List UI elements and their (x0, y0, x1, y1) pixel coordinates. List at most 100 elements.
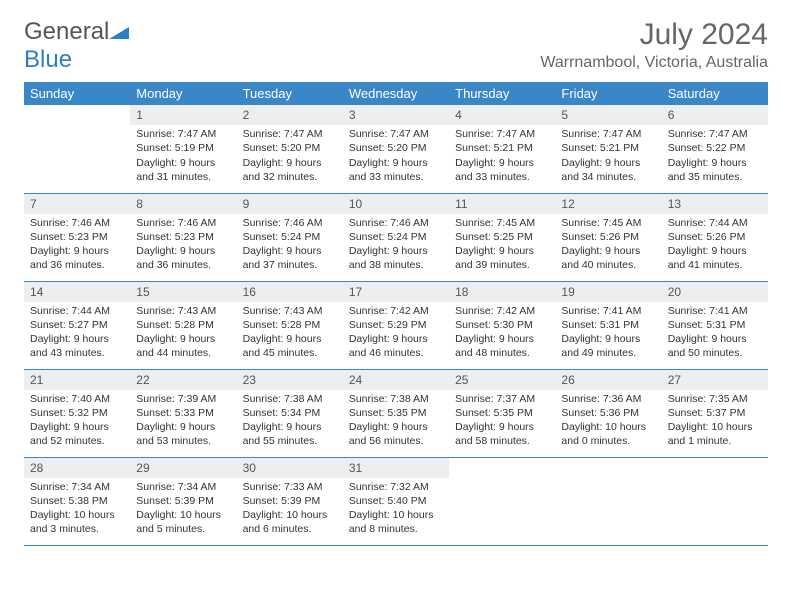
day-number: 10 (343, 194, 449, 214)
calendar-cell (449, 457, 555, 545)
day-detail-line: Sunrise: 7:34 AM (30, 480, 124, 494)
day-detail-line: Sunset: 5:39 PM (136, 494, 230, 508)
calendar-cell: 26Sunrise: 7:36 AMSunset: 5:36 PMDayligh… (555, 369, 661, 457)
day-detail-line: Sunset: 5:23 PM (136, 230, 230, 244)
day-details: Sunrise: 7:42 AMSunset: 5:30 PMDaylight:… (449, 302, 555, 365)
day-details: Sunrise: 7:47 AMSunset: 5:20 PMDaylight:… (343, 125, 449, 188)
day-detail-line: Sunset: 5:31 PM (561, 318, 655, 332)
day-detail-line: Sunrise: 7:47 AM (349, 127, 443, 141)
day-detail-line: Sunrise: 7:42 AM (455, 304, 549, 318)
day-number: 2 (237, 105, 343, 125)
calendar-head: SundayMondayTuesdayWednesdayThursdayFrid… (24, 82, 768, 105)
day-detail-line: Daylight: 9 hours and 38 minutes. (349, 244, 443, 272)
calendar-cell: 5Sunrise: 7:47 AMSunset: 5:21 PMDaylight… (555, 105, 661, 193)
day-detail-line: Daylight: 9 hours and 58 minutes. (455, 420, 549, 448)
logo-word-1: General (24, 18, 109, 45)
calendar-cell: 17Sunrise: 7:42 AMSunset: 5:29 PMDayligh… (343, 281, 449, 369)
calendar-cell: 28Sunrise: 7:34 AMSunset: 5:38 PMDayligh… (24, 457, 130, 545)
day-details (449, 478, 555, 484)
day-number: 17 (343, 282, 449, 302)
day-detail-line: Sunrise: 7:47 AM (668, 127, 762, 141)
day-detail-line: Sunset: 5:24 PM (243, 230, 337, 244)
calendar-cell: 24Sunrise: 7:38 AMSunset: 5:35 PMDayligh… (343, 369, 449, 457)
day-details: Sunrise: 7:44 AMSunset: 5:27 PMDaylight:… (24, 302, 130, 365)
day-detail-line: Sunrise: 7:44 AM (30, 304, 124, 318)
day-detail-line: Daylight: 9 hours and 33 minutes. (455, 156, 549, 184)
day-details: Sunrise: 7:45 AMSunset: 5:25 PMDaylight:… (449, 214, 555, 277)
day-detail-line: Daylight: 10 hours and 5 minutes. (136, 508, 230, 536)
day-number: 22 (130, 370, 236, 390)
calendar-cell: 4Sunrise: 7:47 AMSunset: 5:21 PMDaylight… (449, 105, 555, 193)
day-detail-line: Daylight: 9 hours and 40 minutes. (561, 244, 655, 272)
day-detail-line: Sunrise: 7:42 AM (349, 304, 443, 318)
day-detail-line: Sunset: 5:36 PM (561, 406, 655, 420)
day-detail-line: Daylight: 9 hours and 41 minutes. (668, 244, 762, 272)
calendar-cell: 21Sunrise: 7:40 AMSunset: 5:32 PMDayligh… (24, 369, 130, 457)
day-number (24, 105, 130, 125)
day-details: Sunrise: 7:46 AMSunset: 5:23 PMDaylight:… (24, 214, 130, 277)
day-number: 18 (449, 282, 555, 302)
day-number: 4 (449, 105, 555, 125)
calendar-week-row: 7Sunrise: 7:46 AMSunset: 5:23 PMDaylight… (24, 193, 768, 281)
day-detail-line: Sunrise: 7:33 AM (243, 480, 337, 494)
day-details (662, 478, 768, 484)
day-header: Sunday (24, 82, 130, 105)
day-detail-line: Sunrise: 7:41 AM (561, 304, 655, 318)
day-detail-line: Sunrise: 7:44 AM (668, 216, 762, 230)
day-detail-line: Daylight: 9 hours and 36 minutes. (136, 244, 230, 272)
day-detail-line: Daylight: 10 hours and 0 minutes. (561, 420, 655, 448)
day-number: 13 (662, 194, 768, 214)
calendar-cell: 9Sunrise: 7:46 AMSunset: 5:24 PMDaylight… (237, 193, 343, 281)
day-detail-line: Daylight: 9 hours and 49 minutes. (561, 332, 655, 360)
day-number: 8 (130, 194, 236, 214)
day-details: Sunrise: 7:32 AMSunset: 5:40 PMDaylight:… (343, 478, 449, 541)
day-detail-line: Sunset: 5:20 PM (243, 141, 337, 155)
calendar-week-row: 14Sunrise: 7:44 AMSunset: 5:27 PMDayligh… (24, 281, 768, 369)
day-detail-line: Daylight: 9 hours and 43 minutes. (30, 332, 124, 360)
day-detail-line: Sunset: 5:19 PM (136, 141, 230, 155)
day-detail-line: Daylight: 9 hours and 46 minutes. (349, 332, 443, 360)
calendar-cell: 15Sunrise: 7:43 AMSunset: 5:28 PMDayligh… (130, 281, 236, 369)
day-detail-line: Sunset: 5:23 PM (30, 230, 124, 244)
day-detail-line: Sunset: 5:25 PM (455, 230, 549, 244)
day-detail-line: Sunrise: 7:36 AM (561, 392, 655, 406)
calendar-cell: 1Sunrise: 7:47 AMSunset: 5:19 PMDaylight… (130, 105, 236, 193)
day-detail-line: Daylight: 9 hours and 50 minutes. (668, 332, 762, 360)
day-detail-line: Sunset: 5:22 PM (668, 141, 762, 155)
day-details (555, 478, 661, 484)
day-number: 24 (343, 370, 449, 390)
day-detail-line: Sunrise: 7:40 AM (30, 392, 124, 406)
calendar-cell: 14Sunrise: 7:44 AMSunset: 5:27 PMDayligh… (24, 281, 130, 369)
day-detail-line: Sunset: 5:32 PM (30, 406, 124, 420)
day-details: Sunrise: 7:41 AMSunset: 5:31 PMDaylight:… (555, 302, 661, 365)
day-detail-line: Daylight: 10 hours and 3 minutes. (30, 508, 124, 536)
day-details: Sunrise: 7:36 AMSunset: 5:36 PMDaylight:… (555, 390, 661, 453)
calendar-cell: 10Sunrise: 7:46 AMSunset: 5:24 PMDayligh… (343, 193, 449, 281)
day-number: 19 (555, 282, 661, 302)
day-details: Sunrise: 7:41 AMSunset: 5:31 PMDaylight:… (662, 302, 768, 365)
day-detail-line: Sunset: 5:34 PM (243, 406, 337, 420)
calendar-cell (662, 457, 768, 545)
header: GeneralBlue July 2024 Warrnambool, Victo… (24, 18, 768, 74)
day-detail-line: Sunrise: 7:46 AM (243, 216, 337, 230)
day-detail-line: Sunrise: 7:38 AM (243, 392, 337, 406)
calendar-cell: 22Sunrise: 7:39 AMSunset: 5:33 PMDayligh… (130, 369, 236, 457)
logo-text: GeneralBlue (24, 18, 129, 74)
day-detail-line: Sunset: 5:26 PM (561, 230, 655, 244)
day-detail-line: Sunset: 5:37 PM (668, 406, 762, 420)
day-number: 26 (555, 370, 661, 390)
day-details: Sunrise: 7:42 AMSunset: 5:29 PMDaylight:… (343, 302, 449, 365)
day-number (662, 458, 768, 478)
calendar-cell: 8Sunrise: 7:46 AMSunset: 5:23 PMDaylight… (130, 193, 236, 281)
calendar-week-row: 1Sunrise: 7:47 AMSunset: 5:19 PMDaylight… (24, 105, 768, 193)
day-detail-line: Sunset: 5:20 PM (349, 141, 443, 155)
day-detail-line: Daylight: 9 hours and 56 minutes. (349, 420, 443, 448)
day-detail-line: Daylight: 9 hours and 37 minutes. (243, 244, 337, 272)
day-detail-line: Sunrise: 7:45 AM (561, 216, 655, 230)
day-detail-line: Sunrise: 7:47 AM (136, 127, 230, 141)
calendar-cell: 31Sunrise: 7:32 AMSunset: 5:40 PMDayligh… (343, 457, 449, 545)
day-detail-line: Daylight: 10 hours and 6 minutes. (243, 508, 337, 536)
day-details: Sunrise: 7:33 AMSunset: 5:39 PMDaylight:… (237, 478, 343, 541)
calendar-cell: 29Sunrise: 7:34 AMSunset: 5:39 PMDayligh… (130, 457, 236, 545)
calendar-cell: 11Sunrise: 7:45 AMSunset: 5:25 PMDayligh… (449, 193, 555, 281)
